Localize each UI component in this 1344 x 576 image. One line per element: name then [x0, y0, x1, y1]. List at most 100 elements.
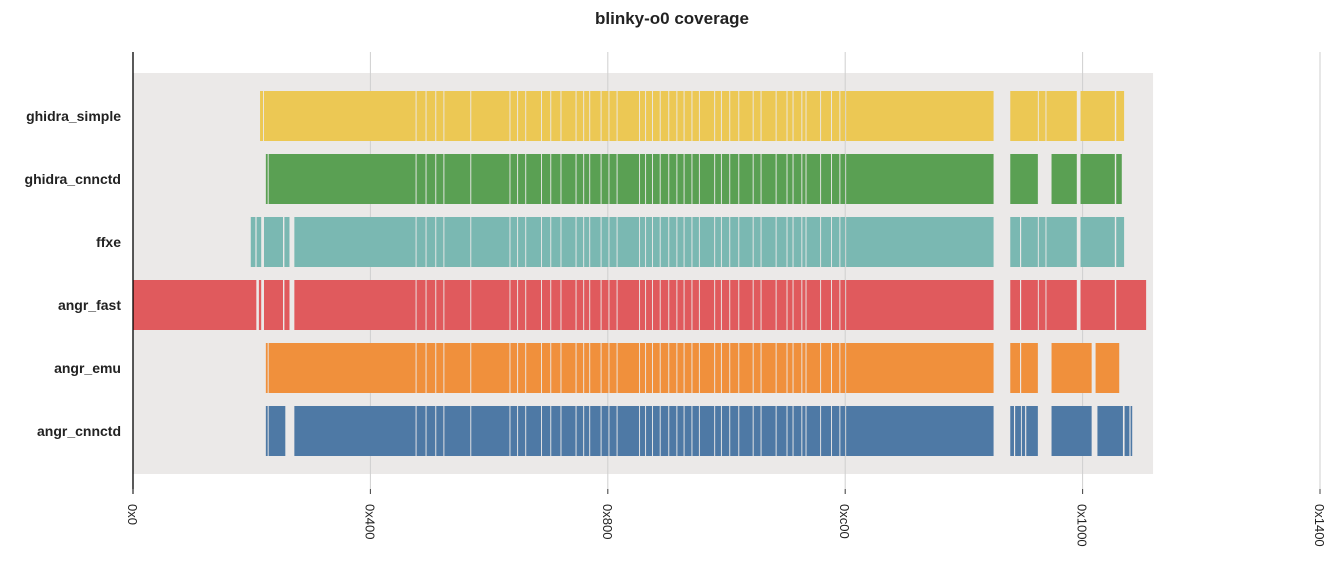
x-tick-label: 0x1400 — [1312, 504, 1327, 547]
coverage-segment — [692, 343, 699, 393]
coverage-segment — [510, 217, 518, 267]
coverage-segment — [660, 406, 669, 456]
coverage-segment — [739, 280, 753, 330]
x-tick-labels: 0x0 0x400 0x800 0xc00 0x1000 0x1400 — [125, 489, 1327, 547]
coverage-segment — [416, 343, 426, 393]
chart-title: blinky-o0 coverage — [595, 9, 749, 28]
coverage-segment — [753, 406, 761, 456]
coverage-segment — [518, 280, 526, 330]
y-label-angr_fast: angr_fast — [58, 297, 121, 313]
coverage-segment — [753, 280, 761, 330]
coverage-segment — [444, 217, 471, 267]
coverage-segment — [561, 217, 576, 267]
coverage-segment — [821, 91, 832, 141]
coverage-segment — [846, 280, 994, 330]
coverage-segment — [730, 343, 739, 393]
coverage-segment — [617, 91, 640, 141]
coverage-segment — [669, 217, 677, 267]
coverage-segment — [609, 217, 617, 267]
coverage-segment — [576, 217, 584, 267]
coverage-segment — [677, 91, 684, 141]
coverage-segment — [1046, 217, 1077, 267]
coverage-segment — [721, 91, 730, 141]
coverage-segment — [617, 217, 640, 267]
coverage-segment — [787, 280, 793, 330]
coverage-segment — [471, 91, 510, 141]
coverage-segment — [609, 280, 617, 330]
coverage-segment — [416, 280, 426, 330]
coverage-segment — [551, 343, 561, 393]
coverage-segment — [802, 280, 806, 330]
coverage-segment — [653, 91, 660, 141]
coverage-segment — [510, 343, 518, 393]
coverage-segment — [753, 154, 761, 204]
coverage-segment — [609, 406, 617, 456]
coverage-segment — [787, 91, 793, 141]
coverage-segment — [653, 217, 660, 267]
coverage-segment — [646, 406, 653, 456]
coverage-segment — [561, 154, 576, 204]
coverage-segment — [1116, 91, 1125, 141]
coverage-segment — [265, 154, 268, 204]
coverage-segment — [426, 280, 436, 330]
coverage-segment — [256, 217, 262, 267]
coverage-segment — [1046, 91, 1077, 141]
coverage-segment — [260, 91, 264, 141]
coverage-segment — [660, 154, 669, 204]
coverage-segment — [653, 343, 660, 393]
coverage-segment — [821, 280, 832, 330]
coverage-bars — [133, 91, 1147, 456]
coverage-segment — [787, 217, 793, 267]
coverage-segment — [692, 217, 699, 267]
coverage-segment — [761, 91, 776, 141]
coverage-segment — [646, 154, 653, 204]
coverage-segment — [541, 280, 551, 330]
coverage-segment — [721, 154, 730, 204]
coverage-segment — [846, 406, 994, 456]
coverage-segment — [590, 343, 601, 393]
coverage-segment — [584, 91, 590, 141]
coverage-segment — [660, 91, 669, 141]
coverage-segment — [692, 406, 699, 456]
coverage-segment — [1021, 343, 1038, 393]
coverage-segment — [426, 343, 436, 393]
coverage-segment — [776, 343, 787, 393]
coverage-segment — [831, 343, 840, 393]
coverage-segment — [821, 154, 832, 204]
coverage-segment — [471, 280, 510, 330]
coverage-segment — [699, 217, 715, 267]
coverage-segment — [699, 280, 715, 330]
coverage-segment — [739, 217, 753, 267]
coverage-segment — [584, 154, 590, 204]
coverage-segment — [715, 406, 721, 456]
coverage-segment — [684, 154, 692, 204]
coverage-segment — [561, 280, 576, 330]
coverage-segment — [576, 280, 584, 330]
coverage-segment — [263, 280, 283, 330]
coverage-segment — [444, 154, 471, 204]
coverage-segment — [646, 91, 653, 141]
coverage-segment — [551, 91, 561, 141]
coverage-segment — [518, 217, 526, 267]
coverage-segment — [840, 280, 846, 330]
coverage-segment — [294, 280, 416, 330]
coverage-segment — [426, 91, 436, 141]
coverage-row-ghidra_simple — [260, 91, 1125, 141]
coverage-segment — [753, 91, 761, 141]
coverage-segment — [601, 154, 609, 204]
coverage-segment — [576, 406, 584, 456]
coverage-segment — [1010, 280, 1021, 330]
coverage-segment — [793, 406, 802, 456]
coverage-segment — [677, 217, 684, 267]
coverage-segment — [617, 343, 640, 393]
coverage-segment — [526, 406, 542, 456]
coverage-segment — [692, 154, 699, 204]
coverage-row-ghidra_cnnctd — [265, 154, 1122, 204]
coverage-segment — [609, 154, 617, 204]
coverage-segment — [640, 91, 646, 141]
coverage-segment — [1124, 406, 1130, 456]
coverage-segment — [584, 217, 590, 267]
coverage-segment — [692, 280, 699, 330]
